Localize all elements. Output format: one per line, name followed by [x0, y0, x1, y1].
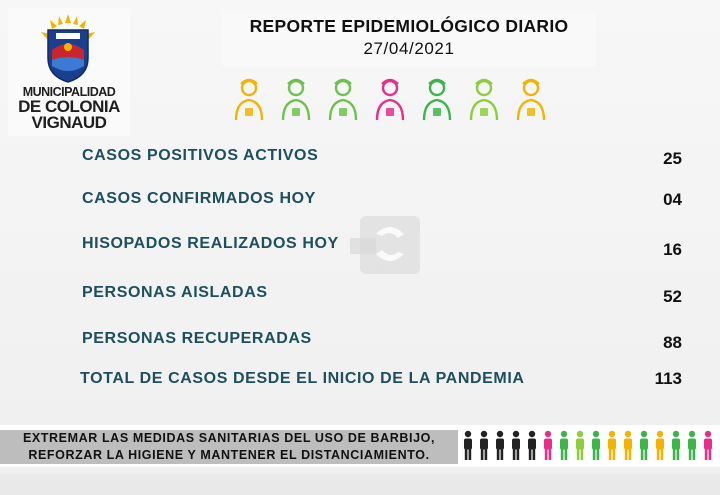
watermark-icon	[350, 216, 420, 274]
row-value-personas-aisladas: 52	[663, 287, 682, 306]
person-icon	[640, 430, 648, 460]
row-value-hisopados-realizados-hoy: 16	[663, 240, 682, 259]
people-distancing-strip	[462, 428, 720, 466]
person-icon	[704, 430, 712, 460]
row-label-casos-positivos-activos: CASOS POSITIVOS ACTIVOS	[82, 147, 319, 164]
coat-of-arms-icon	[41, 14, 95, 83]
person-icon	[496, 430, 504, 460]
row-value-casos-confirmados-hoy: 04	[663, 190, 682, 209]
logo-line-1: MUNICIPALIDAD	[22, 85, 116, 99]
person-icon	[480, 430, 488, 460]
person-icon	[544, 430, 552, 460]
municipality-name: MUNICIPALIDAD DE COLONIA VIGNAUD	[8, 85, 130, 132]
person-icon	[672, 430, 680, 460]
bottom-strip	[0, 474, 720, 495]
nurse-icon	[281, 78, 311, 121]
police-icon	[469, 78, 499, 121]
essential-workers-strip	[232, 76, 562, 122]
person-icon	[576, 430, 584, 460]
row-label-casos-confirmados-hoy: CASOS CONFIRMADOS HOY	[82, 190, 316, 207]
health-measures-notice: EXTREMAR LAS MEDIDAS SANITARIAS DEL USO …	[0, 430, 458, 464]
row-value-total-de-casos: 113	[654, 369, 682, 388]
row-label-total-de-casos: TOTAL DE CASOS DESDE EL INICIO DE LA PAN…	[80, 370, 525, 387]
person-icon	[560, 430, 568, 460]
notice-line-2: REFORZAR LA HIGIENE Y MANTENER EL DISTAN…	[28, 448, 430, 462]
person-icon	[688, 430, 696, 460]
person-icon	[512, 430, 520, 460]
worker-icon	[234, 78, 264, 121]
row-label-hisopados-realizados-hoy: HISOPADOS REALIZADOS HOY	[82, 235, 339, 252]
firefighter-icon	[516, 78, 546, 121]
people-icons	[464, 430, 712, 460]
report-date: 27/04/2021	[363, 39, 455, 58]
report-header: REPORTE EPIDEMIOLÓGICO DIARIO 27/04/2021	[222, 12, 596, 66]
row-label-personas-aisladas: PERSONAS AISLADAS	[82, 284, 268, 301]
farmer-icon	[328, 78, 358, 121]
person-icon	[464, 430, 472, 460]
person-icon	[624, 430, 632, 460]
notice-line-1: EXTREMAR LAS MEDIDAS SANITARIAS DEL USO …	[22, 431, 436, 445]
logo-line-2: DE COLONIA	[18, 97, 120, 116]
logo-line-3: VIGNAUD	[31, 113, 107, 132]
report-title: REPORTE EPIDEMIOLÓGICO DIARIO	[249, 16, 569, 36]
person-icon	[592, 430, 600, 460]
doctor-icon	[422, 78, 452, 121]
teacher-icon	[375, 78, 405, 121]
row-label-personas-recuperadas: PERSONAS RECUPERADAS	[82, 330, 312, 347]
row-value-casos-positivos-activos: 25	[663, 149, 682, 168]
person-icon	[608, 430, 616, 460]
municipality-logo: MUNICIPALIDAD DE COLONIA VIGNAUD	[8, 8, 130, 136]
person-icon	[528, 430, 536, 460]
row-value-personas-recuperadas: 88	[663, 333, 682, 352]
person-icon	[656, 430, 664, 460]
